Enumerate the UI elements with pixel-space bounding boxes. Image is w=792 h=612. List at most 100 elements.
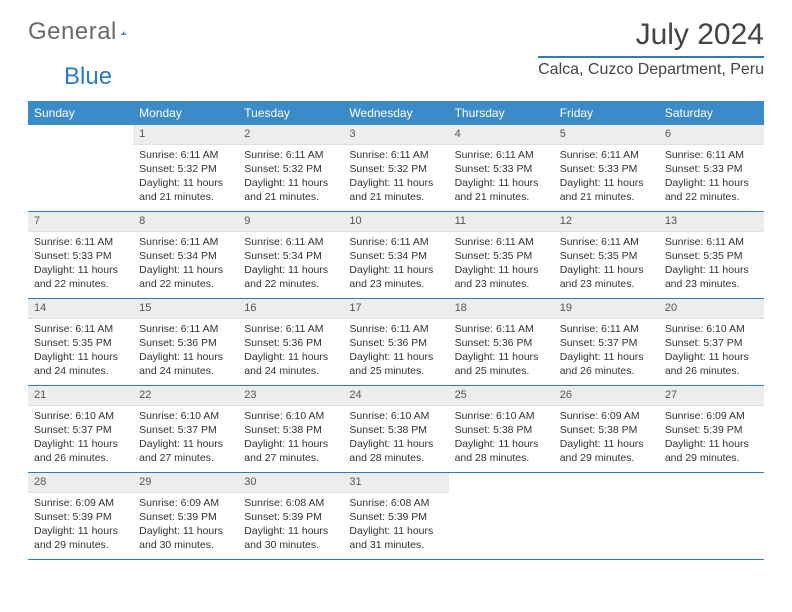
sunset-line: Sunset: 5:38 PM — [244, 423, 337, 437]
calendar-body: 1Sunrise: 6:11 AMSunset: 5:32 PMDaylight… — [28, 125, 764, 560]
calendar-day-cell: 1Sunrise: 6:11 AMSunset: 5:32 PMDaylight… — [133, 125, 238, 211]
daylight-line: Daylight: 11 hours and 21 minutes. — [560, 176, 653, 204]
day-number: 22 — [133, 386, 238, 406]
day-number: 8 — [133, 212, 238, 232]
daylight-line: Daylight: 11 hours and 23 minutes. — [560, 263, 653, 291]
calendar-header-cell: Friday — [554, 101, 659, 125]
sunset-line: Sunset: 5:38 PM — [455, 423, 548, 437]
day-number: 13 — [659, 212, 764, 232]
day-details: Sunrise: 6:09 AMSunset: 5:39 PMDaylight:… — [659, 406, 764, 470]
day-details: Sunrise: 6:08 AMSunset: 5:39 PMDaylight:… — [238, 493, 343, 557]
calendar-day-cell: 13Sunrise: 6:11 AMSunset: 5:35 PMDayligh… — [659, 212, 764, 298]
calendar-day-cell: 3Sunrise: 6:11 AMSunset: 5:32 PMDaylight… — [343, 125, 448, 211]
calendar-day-cell: 2Sunrise: 6:11 AMSunset: 5:32 PMDaylight… — [238, 125, 343, 211]
day-details: Sunrise: 6:11 AMSunset: 5:36 PMDaylight:… — [238, 319, 343, 383]
sunset-line: Sunset: 5:39 PM — [244, 510, 337, 524]
calendar-week-row: 21Sunrise: 6:10 AMSunset: 5:37 PMDayligh… — [28, 386, 764, 473]
sunset-line: Sunset: 5:36 PM — [139, 336, 232, 350]
sunset-line: Sunset: 5:34 PM — [349, 249, 442, 263]
title-block: July 2024 Calca, Cuzco Department, Peru — [538, 18, 764, 79]
sunrise-line: Sunrise: 6:11 AM — [349, 322, 442, 336]
daylight-line: Daylight: 11 hours and 23 minutes. — [455, 263, 548, 291]
calendar-day-cell: 20Sunrise: 6:10 AMSunset: 5:37 PMDayligh… — [659, 299, 764, 385]
day-number: 14 — [28, 299, 133, 319]
day-details: Sunrise: 6:11 AMSunset: 5:34 PMDaylight:… — [238, 232, 343, 296]
calendar-day-cell — [554, 473, 659, 559]
daylight-line: Daylight: 11 hours and 21 minutes. — [349, 176, 442, 204]
sunset-line: Sunset: 5:37 PM — [560, 336, 653, 350]
sunset-line: Sunset: 5:34 PM — [139, 249, 232, 263]
day-number: 17 — [343, 299, 448, 319]
day-details: Sunrise: 6:10 AMSunset: 5:38 PMDaylight:… — [238, 406, 343, 470]
day-number: 24 — [343, 386, 448, 406]
calendar-day-cell: 28Sunrise: 6:09 AMSunset: 5:39 PMDayligh… — [28, 473, 133, 559]
sunset-line: Sunset: 5:38 PM — [349, 423, 442, 437]
calendar-day-cell: 22Sunrise: 6:10 AMSunset: 5:37 PMDayligh… — [133, 386, 238, 472]
day-details: Sunrise: 6:09 AMSunset: 5:39 PMDaylight:… — [28, 493, 133, 557]
logo-sail-icon — [121, 22, 126, 44]
day-number: 28 — [28, 473, 133, 493]
sunrise-line: Sunrise: 6:11 AM — [139, 148, 232, 162]
calendar-day-cell: 9Sunrise: 6:11 AMSunset: 5:34 PMDaylight… — [238, 212, 343, 298]
sunrise-line: Sunrise: 6:08 AM — [244, 496, 337, 510]
daylight-line: Daylight: 11 hours and 29 minutes. — [665, 437, 758, 465]
sunrise-line: Sunrise: 6:11 AM — [455, 235, 548, 249]
sunrise-line: Sunrise: 6:11 AM — [560, 148, 653, 162]
sunrise-line: Sunrise: 6:11 AM — [139, 235, 232, 249]
location: Calca, Cuzco Department, Peru — [538, 56, 764, 79]
daylight-line: Daylight: 11 hours and 26 minutes. — [665, 350, 758, 378]
sunset-line: Sunset: 5:36 PM — [455, 336, 548, 350]
daylight-line: Daylight: 11 hours and 24 minutes. — [244, 350, 337, 378]
day-number: 1 — [133, 125, 238, 145]
sunrise-line: Sunrise: 6:10 AM — [665, 322, 758, 336]
daylight-line: Daylight: 11 hours and 21 minutes. — [455, 176, 548, 204]
day-details: Sunrise: 6:11 AMSunset: 5:35 PMDaylight:… — [554, 232, 659, 296]
calendar-header-cell: Thursday — [449, 101, 554, 125]
calendar-day-cell — [449, 473, 554, 559]
calendar-day-cell: 6Sunrise: 6:11 AMSunset: 5:33 PMDaylight… — [659, 125, 764, 211]
daylight-line: Daylight: 11 hours and 28 minutes. — [455, 437, 548, 465]
calendar-week-row: 7Sunrise: 6:11 AMSunset: 5:33 PMDaylight… — [28, 212, 764, 299]
day-number: 9 — [238, 212, 343, 232]
day-number: 7 — [28, 212, 133, 232]
daylight-line: Daylight: 11 hours and 25 minutes. — [455, 350, 548, 378]
day-details: Sunrise: 6:08 AMSunset: 5:39 PMDaylight:… — [343, 493, 448, 557]
daylight-line: Daylight: 11 hours and 30 minutes. — [139, 524, 232, 552]
sunrise-line: Sunrise: 6:09 AM — [665, 409, 758, 423]
daylight-line: Daylight: 11 hours and 21 minutes. — [244, 176, 337, 204]
calendar-day-cell: 4Sunrise: 6:11 AMSunset: 5:33 PMDaylight… — [449, 125, 554, 211]
day-number: 10 — [343, 212, 448, 232]
calendar-day-cell: 30Sunrise: 6:08 AMSunset: 5:39 PMDayligh… — [238, 473, 343, 559]
calendar-day-cell — [28, 125, 133, 211]
calendar-day-cell: 8Sunrise: 6:11 AMSunset: 5:34 PMDaylight… — [133, 212, 238, 298]
sunset-line: Sunset: 5:37 PM — [665, 336, 758, 350]
calendar-header-cell: Monday — [133, 101, 238, 125]
sunrise-line: Sunrise: 6:11 AM — [34, 235, 127, 249]
day-details: Sunrise: 6:11 AMSunset: 5:32 PMDaylight:… — [238, 145, 343, 209]
calendar-day-cell: 31Sunrise: 6:08 AMSunset: 5:39 PMDayligh… — [343, 473, 448, 559]
day-number: 16 — [238, 299, 343, 319]
daylight-line: Daylight: 11 hours and 25 minutes. — [349, 350, 442, 378]
daylight-line: Daylight: 11 hours and 23 minutes. — [665, 263, 758, 291]
sunrise-line: Sunrise: 6:09 AM — [34, 496, 127, 510]
sunset-line: Sunset: 5:36 PM — [244, 336, 337, 350]
sunrise-line: Sunrise: 6:10 AM — [34, 409, 127, 423]
sunset-line: Sunset: 5:35 PM — [560, 249, 653, 263]
sunset-line: Sunset: 5:35 PM — [34, 336, 127, 350]
calendar-header-cell: Tuesday — [238, 101, 343, 125]
sunset-line: Sunset: 5:38 PM — [560, 423, 653, 437]
logo-text-1: General — [28, 18, 117, 46]
sunset-line: Sunset: 5:33 PM — [455, 162, 548, 176]
sunrise-line: Sunrise: 6:11 AM — [244, 235, 337, 249]
sunset-line: Sunset: 5:39 PM — [139, 510, 232, 524]
daylight-line: Daylight: 11 hours and 30 minutes. — [244, 524, 337, 552]
sunrise-line: Sunrise: 6:11 AM — [560, 235, 653, 249]
sunrise-line: Sunrise: 6:11 AM — [34, 322, 127, 336]
month-title: July 2024 — [538, 18, 764, 52]
day-details: Sunrise: 6:11 AMSunset: 5:37 PMDaylight:… — [554, 319, 659, 383]
day-details: Sunrise: 6:11 AMSunset: 5:32 PMDaylight:… — [343, 145, 448, 209]
calendar-day-cell: 29Sunrise: 6:09 AMSunset: 5:39 PMDayligh… — [133, 473, 238, 559]
day-details: Sunrise: 6:11 AMSunset: 5:35 PMDaylight:… — [28, 319, 133, 383]
day-details: Sunrise: 6:11 AMSunset: 5:36 PMDaylight:… — [133, 319, 238, 383]
calendar-header-cell: Wednesday — [343, 101, 448, 125]
